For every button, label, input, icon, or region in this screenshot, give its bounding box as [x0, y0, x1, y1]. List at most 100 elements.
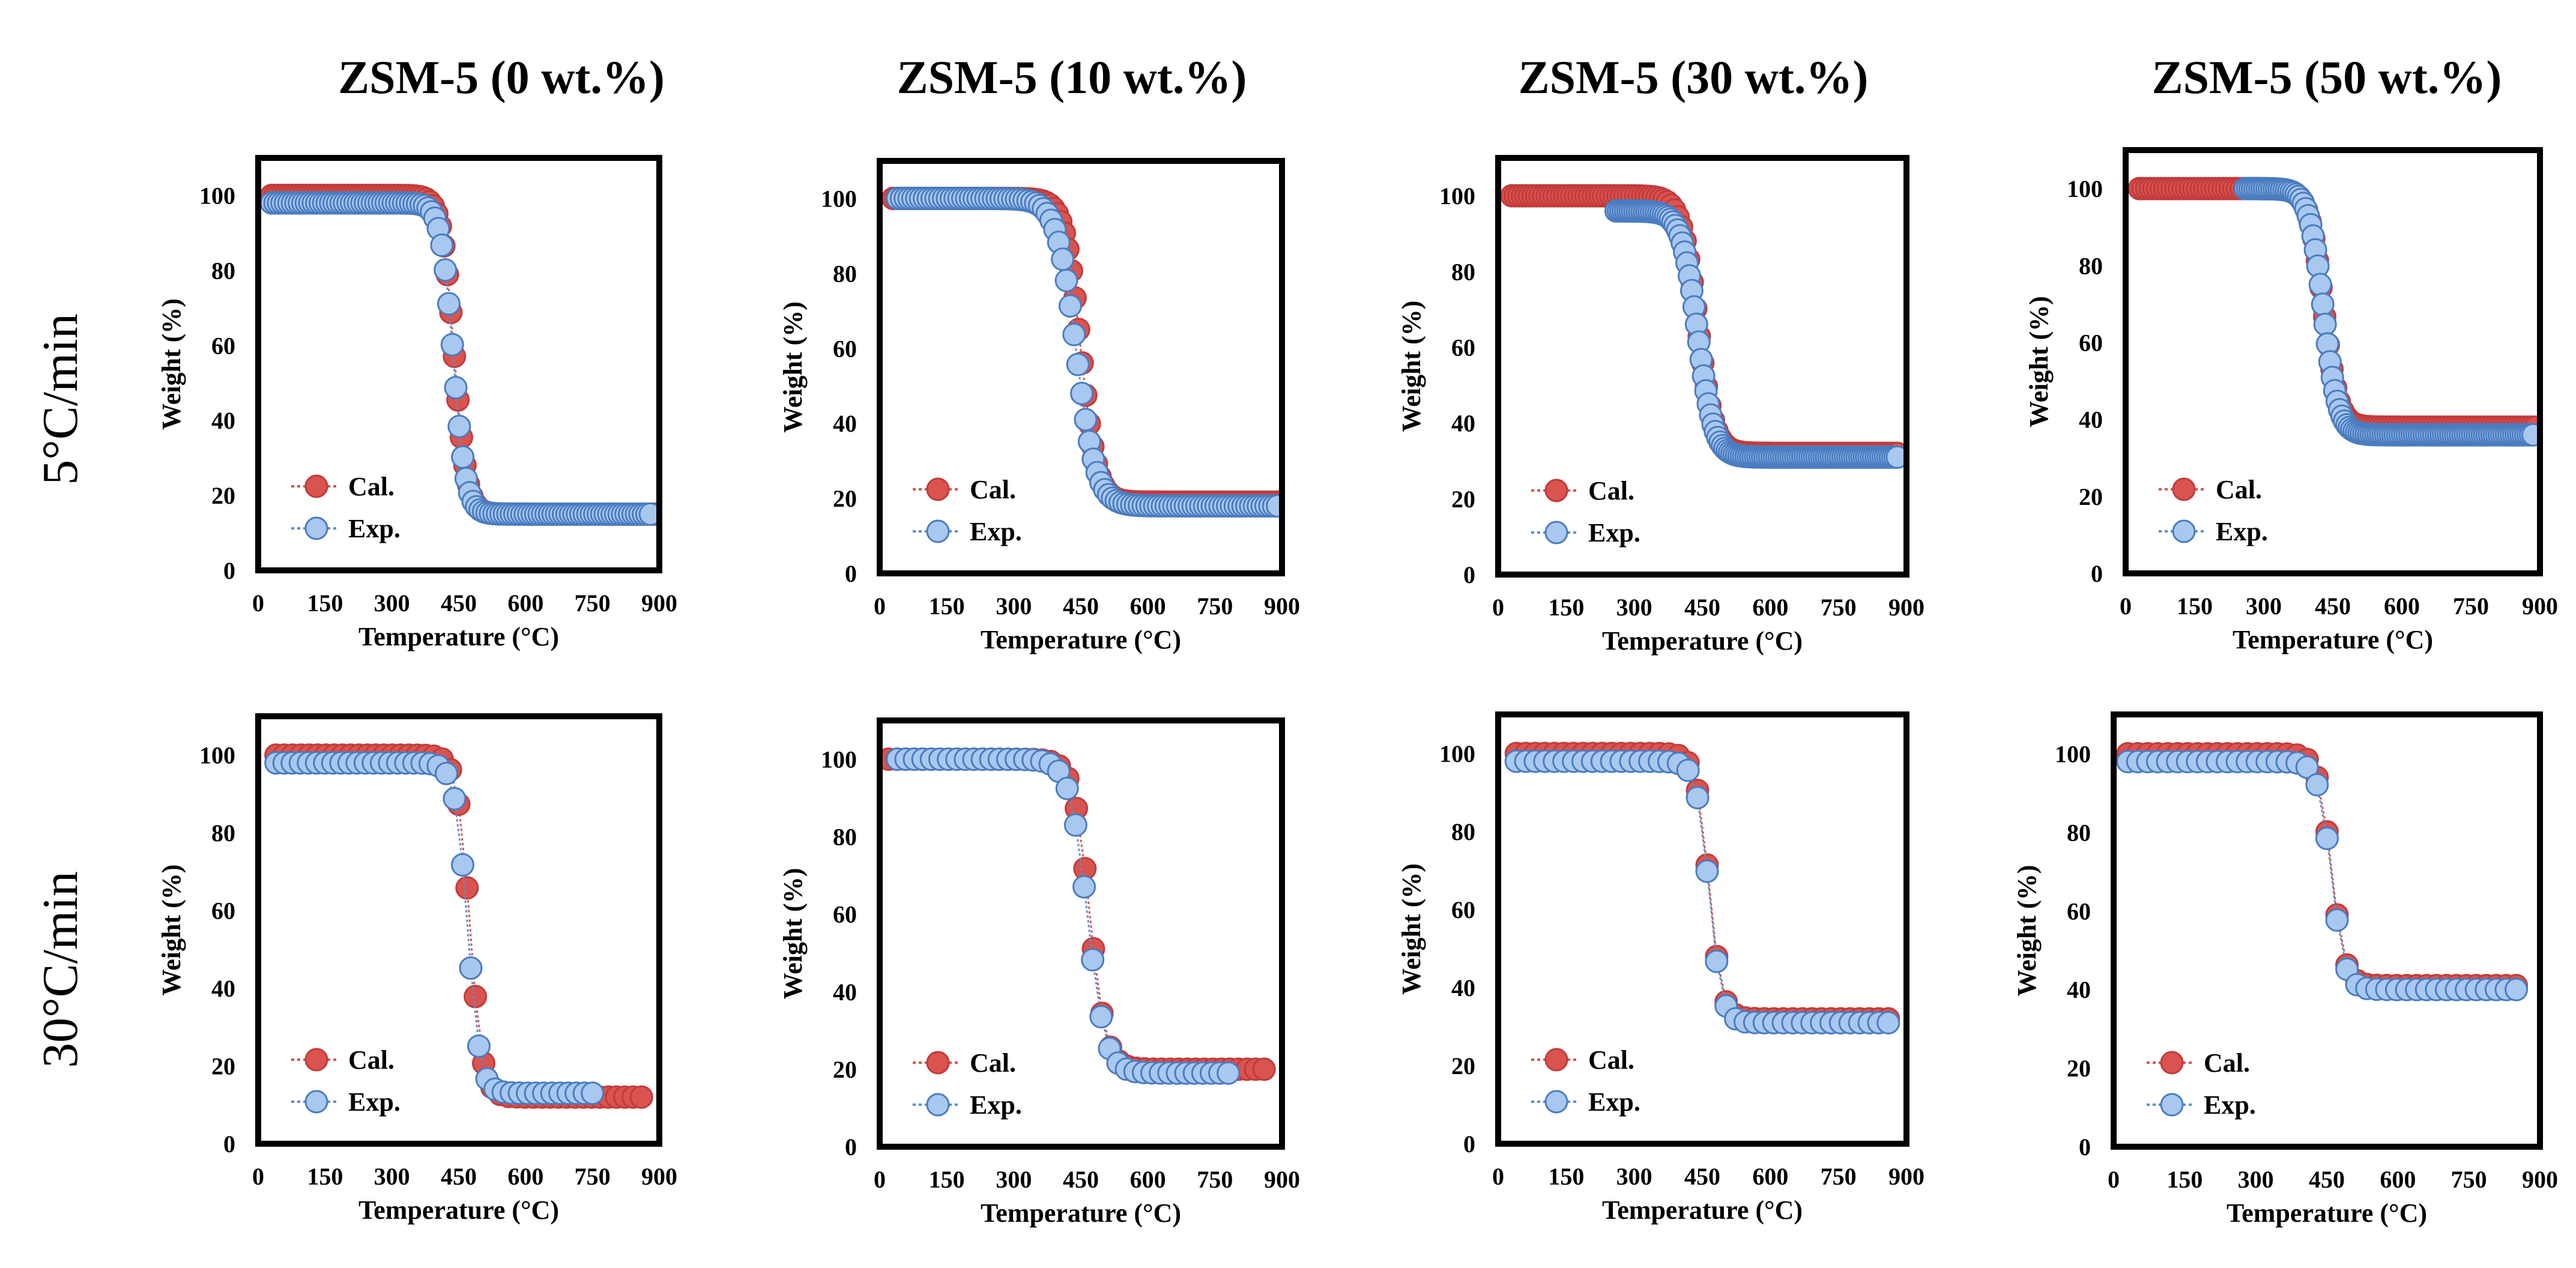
y-tick-label: 60	[2079, 329, 2103, 356]
y-tick-label: 80	[2079, 252, 2103, 279]
data-point	[1686, 786, 1710, 810]
y-tick-label: 60	[1451, 334, 1475, 361]
x-tick-label: 450	[1684, 594, 1720, 621]
data-point	[638, 502, 659, 526]
data-point	[1054, 268, 1078, 292]
x-tick-label: 450	[441, 1163, 477, 1190]
data-point	[1055, 776, 1079, 800]
y-tick-label: 0	[845, 560, 857, 587]
x-tick-label: 750	[1197, 1166, 1233, 1193]
x-tick-label: 900	[1888, 594, 1924, 621]
legend-label: Cal.	[970, 475, 1016, 504]
series-cal	[1504, 741, 1900, 1031]
legend-marker	[1544, 521, 1568, 545]
y-tick-label: 80	[1451, 258, 1475, 285]
data-point	[1081, 948, 1105, 972]
x-tick-label: 300	[996, 1166, 1032, 1193]
legend-label: Exp.	[2204, 1090, 2256, 1120]
y-tick-label: 80	[2067, 819, 2091, 846]
data-point	[1089, 1004, 1113, 1028]
data-point	[459, 956, 483, 980]
x-axis-label: Temperature (°C)	[981, 625, 1181, 654]
x-tick-label: 450	[2315, 593, 2351, 620]
series-exp	[1604, 199, 1906, 469]
y-tick-label: 60	[2067, 898, 2091, 925]
data-point	[437, 292, 461, 316]
y-tick-label: 0	[2091, 560, 2103, 587]
data-point	[2505, 977, 2529, 1001]
x-tick-label: 300	[374, 590, 410, 617]
y-tick-label: 60	[833, 901, 857, 928]
legend-label: Cal.	[970, 1048, 1016, 1078]
chart-panel-1: 0 20 40 60 80 100 0 150 300 450 600 750 900 Temperatu…	[778, 158, 1300, 654]
column-title-1: ZSM-5 (10 wt.%)	[897, 51, 1247, 103]
data-point	[1695, 859, 1719, 883]
y-tick-label: 20	[1451, 486, 1475, 513]
y-axis-label: Weight (%)	[2012, 865, 2042, 997]
x-axis-label: Temperature (°C)	[1602, 1195, 1803, 1225]
chart-panel-2: 0 20 40 60 80 100 0 150 300 450 600 750 900 Temperatu…	[1397, 155, 1924, 656]
x-tick-label: 150	[929, 593, 965, 620]
y-tick-label: 80	[1451, 818, 1475, 845]
series-line-exp	[2245, 187, 2533, 436]
y-tick-label: 20	[211, 482, 235, 509]
x-axis-label: Temperature (°C)	[1602, 626, 1803, 656]
y-tick-label: 0	[223, 557, 235, 584]
plot-frame	[877, 158, 1285, 576]
legend-label: Exp.	[1588, 1087, 1640, 1117]
data-point	[1074, 408, 1098, 432]
column-title-3: ZSM-5 (50 wt.%)	[2152, 51, 2502, 103]
x-tick-label: 0	[252, 1163, 264, 1190]
x-tick-label: 0	[874, 593, 886, 620]
x-tick-label: 600	[507, 1163, 543, 1190]
x-tick-label: 0	[2108, 1166, 2120, 1193]
plot-area	[2127, 177, 2540, 447]
x-tick-label: 900	[641, 1163, 677, 1190]
y-tick-label: 100	[2067, 175, 2103, 202]
y-tick-label: 60	[833, 335, 857, 362]
data-point	[434, 761, 458, 785]
y-tick-label: 80	[833, 824, 857, 851]
y-axis-label: Weight (%)	[2024, 296, 2054, 427]
series-line-exp	[276, 762, 593, 1094]
y-tick-label: 100	[1439, 183, 1475, 210]
chart-panel-7: 0 20 40 60 80 100 0 150 300 450 600 750 900 Temperatu…	[2012, 711, 2558, 1228]
x-tick-label: 0	[874, 1166, 886, 1193]
legend-label: Exp.	[1588, 518, 1640, 548]
y-tick-label: 20	[211, 1053, 235, 1080]
data-point	[629, 1085, 653, 1109]
column-title-0: ZSM-5 (0 wt.%)	[338, 51, 665, 103]
legend-marker	[926, 1051, 950, 1075]
data-point	[1885, 445, 1906, 469]
y-tick-label: 100	[821, 746, 857, 773]
x-tick-label: 900	[2522, 593, 2558, 620]
y-tick-label: 20	[833, 485, 857, 512]
data-point	[1063, 813, 1087, 837]
x-tick-label: 900	[1888, 1163, 1924, 1190]
x-tick-label: 150	[307, 590, 343, 617]
legend-label: Cal.	[1588, 1045, 1634, 1075]
x-tick-label: 0	[2120, 593, 2132, 620]
data-point	[450, 853, 474, 877]
legend-marker	[1544, 1048, 1568, 1072]
y-tick-label: 0	[1463, 1131, 1475, 1158]
data-point	[447, 414, 471, 438]
y-tick-label: 40	[2079, 406, 2103, 433]
y-tick-label: 80	[211, 820, 235, 847]
series-exp	[264, 751, 605, 1105]
x-tick-label: 450	[1684, 1163, 1720, 1190]
x-tick-label: 900	[2522, 1166, 2558, 1193]
chart-panel-0: 0 20 40 60 80 100 0 150 300 450 600 750 900 Temperatu…	[157, 155, 677, 651]
x-tick-label: 300	[2238, 1166, 2274, 1193]
y-tick-label: 40	[1451, 974, 1475, 1001]
data-point	[2325, 908, 2349, 932]
legend-marker	[304, 1048, 328, 1072]
column-title-2: ZSM-5 (30 wt.%)	[1519, 51, 1869, 103]
series-line-exp	[2127, 761, 2517, 991]
legend-label: Cal.	[348, 472, 395, 501]
series-exp	[1504, 749, 1900, 1034]
plot-area	[881, 186, 1282, 518]
y-tick-label: 100	[199, 182, 235, 209]
data-point	[1072, 875, 1096, 899]
